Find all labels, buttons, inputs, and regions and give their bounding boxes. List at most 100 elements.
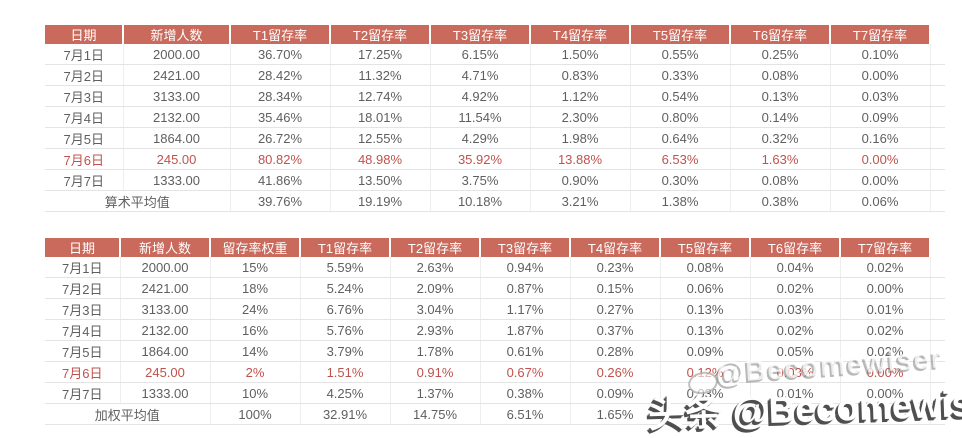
table-row: 7月1日 2000.00 36.70% 17.25% 6.15% 1.50% 0.55% 0.… (45, 44, 945, 65)
retention-cell: 4.25% (300, 382, 391, 404)
row-spacer (930, 44, 945, 65)
retention-cell: 0.14% (730, 106, 831, 128)
retention-cell: 5.24% (300, 277, 391, 299)
retention-cell: 0.01% (750, 382, 841, 404)
retention-cell: 36.70% (230, 44, 331, 65)
column-header: T4留存率 (570, 238, 661, 257)
retention-cell: 13.88% (530, 148, 631, 170)
summary-retention-cell (840, 403, 931, 425)
summary-retention-cell: 1.65% (570, 403, 661, 425)
retention-cell: 0.04% (750, 257, 841, 278)
summary-retention-cell: 10.18% (430, 190, 531, 212)
retention-cell: 2.30% (530, 106, 631, 128)
date-cell: 7月3日 (45, 85, 124, 107)
retention-cell: 0.00% (840, 361, 931, 383)
table-row: 7月4日 2132.00 35.46% 18.01% 11.54% 2.30% 0.80% 0… (45, 106, 945, 128)
column-header: T7留存率 (830, 25, 931, 44)
retention-cell: 28.34% (230, 85, 331, 107)
row-spacer (930, 148, 945, 170)
retention-cell: 48.98% (330, 148, 431, 170)
retention-cell: 5.59% (300, 257, 391, 278)
new-users-cell: 2000.00 (120, 257, 211, 278)
retention-cell: 0.13% (660, 298, 751, 320)
table-row: 7月1日 2000.00 15% 5.59% 2.63% 0.94% 0.23% 0.08% 0… (45, 257, 945, 278)
row-spacer (930, 298, 945, 320)
row-spacer (930, 277, 945, 299)
new-users-cell: 1864.00 (123, 127, 231, 149)
table-row: 7月7日 1333.00 41.86% 13.50% 3.75% 0.90% 0.30% 0.… (45, 169, 945, 191)
retention-cell: 1.78% (390, 340, 481, 362)
retention-cell: 35.46% (230, 106, 331, 128)
weight-cell: 16% (210, 319, 301, 341)
summary-retention-cell: 0.38% (730, 190, 831, 212)
retention-cell: 2.93% (390, 319, 481, 341)
retention-cell: 0.32% (730, 127, 831, 149)
column-header: 日期 (45, 238, 121, 257)
table-row: 7月3日 3133.00 28.34% 12.74% 4.92% 1.12% 0.54% 0.… (45, 85, 945, 107)
row-spacer (930, 403, 945, 425)
column-header: 留存率权重 (210, 238, 301, 257)
new-users-cell: 245.00 (120, 361, 211, 383)
table-row: 7月6日 245.00 80.82% 48.98% 35.92% 13.88% 6.53% 1… (45, 148, 945, 170)
column-header: 新增人数 (123, 25, 231, 44)
retention-cell: 0.27% (570, 298, 661, 320)
retention-cell: 0.03% (660, 382, 751, 404)
table-row: 7月5日 1864.00 26.72% 12.55% 4.29% 1.98% 0.64% 0.… (45, 127, 945, 149)
table-row: 7月3日 3133.00 24% 6.76% 3.04% 1.17% 0.27% 0.13% 0… (45, 298, 945, 320)
column-header: T6留存率 (750, 238, 841, 257)
summary-retention-cell: 39.76% (230, 190, 331, 212)
summary-retention-cell: 14.75% (390, 403, 481, 425)
retention-cell: 0.02% (840, 340, 931, 362)
summary-retention-cell: 0.06% (830, 190, 931, 212)
retention-cell: 0.09% (570, 382, 661, 404)
date-cell: 7月2日 (45, 277, 121, 299)
summary-retention-cell: 1.38% (630, 190, 731, 212)
retention-cell: 0.13% (660, 319, 751, 341)
retention-cell: 11.54% (430, 106, 531, 128)
date-cell: 7月1日 (45, 44, 124, 65)
column-header: T1留存率 (230, 25, 331, 44)
date-cell: 7月6日 (45, 148, 124, 170)
row-spacer (930, 127, 945, 149)
retention-cell: 0.00% (830, 64, 931, 86)
row-spacer (930, 319, 945, 341)
row-spacer (930, 169, 945, 191)
retention-cell: 0.08% (660, 257, 751, 278)
header-spacer (930, 25, 945, 44)
summary-label: 加权平均值 (45, 403, 211, 425)
retention-cell: 26.72% (230, 127, 331, 149)
column-header: T2留存率 (390, 238, 481, 257)
retention-cell: 0.08% (730, 64, 831, 86)
retention-cell: 6.15% (430, 44, 531, 65)
retention-cell: 13.50% (330, 169, 431, 191)
retention-cell: 4.29% (430, 127, 531, 149)
retention-cell: 80.82% (230, 148, 331, 170)
summary-retention-cell: 32.91% (300, 403, 391, 425)
retention-cell: 0.94% (480, 257, 571, 278)
table-row: 7月2日 2421.00 18% 5.24% 2.09% 0.87% 0.15% 0.06% 0… (45, 277, 945, 299)
retention-cell: 3.79% (300, 340, 391, 362)
summary-row: 加权平均值 100% 32.91% 14.75% 6.51% 1.65% 0.6 (45, 403, 945, 425)
summary-retention-cell (750, 403, 841, 425)
retention-cell: 1.50% (530, 44, 631, 65)
summary-label: 算术平均值 (45, 190, 231, 212)
retention-cell: 0.16% (830, 127, 931, 149)
retention-cell: 0.61% (480, 340, 571, 362)
weight-cell: 2% (210, 361, 301, 383)
retention-cell: 0.87% (480, 277, 571, 299)
weight-cell: 14% (210, 340, 301, 362)
retention-cell: 0.00% (840, 277, 931, 299)
weighted-retention-section: 日期 新增人数 留存率权重 T1留存率 T2留存率 T3留存率 T4留存率 T5留存率 T6留存… (45, 238, 945, 425)
retention-cell: 0.28% (570, 340, 661, 362)
retention-cell: 0.09% (830, 106, 931, 128)
retention-cell: 2.63% (390, 257, 481, 278)
column-header: T3留存率 (480, 238, 571, 257)
row-spacer (930, 106, 945, 128)
column-header: T6留存率 (730, 25, 831, 44)
summary-retention-cell: 3.21% (530, 190, 631, 212)
retention-cell: 0.55% (630, 44, 731, 65)
new-users-cell: 1864.00 (120, 340, 211, 362)
retention-cell: 1.37% (390, 382, 481, 404)
retention-cell: 0.03% (830, 85, 931, 107)
arithmetic-retention-section: 日期 新增人数 T1留存率 T2留存率 T3留存率 T4留存率 T5留存率 T6留存率 T7留存… (45, 25, 945, 212)
